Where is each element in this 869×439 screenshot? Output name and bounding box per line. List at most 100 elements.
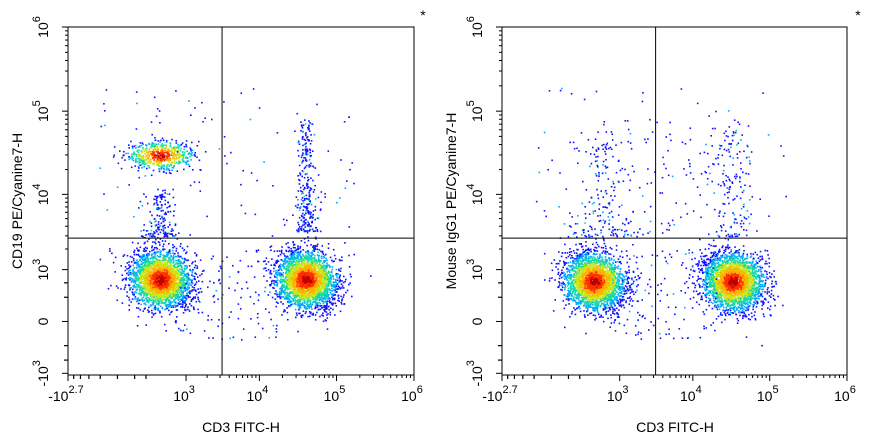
event-dot	[286, 283, 289, 285]
event-dot	[276, 294, 278, 296]
event-dot	[180, 291, 183, 294]
event-dot	[158, 304, 160, 307]
event-dot	[141, 278, 143, 280]
event-dot	[287, 264, 289, 267]
event-dot	[309, 300, 312, 303]
event-dot	[314, 262, 317, 264]
event-dot	[161, 266, 163, 268]
event-dot	[140, 293, 142, 295]
event-dot	[149, 299, 152, 301]
event-dot	[157, 274, 160, 277]
event-dot	[163, 323, 166, 326]
event-dot	[341, 299, 343, 302]
event-dot	[320, 296, 322, 299]
event-dot	[165, 300, 167, 303]
event-dot	[168, 274, 171, 276]
event-dot	[302, 304, 305, 307]
event-dot	[304, 286, 306, 288]
event-dot	[138, 249, 140, 252]
event-dot	[284, 287, 287, 289]
event-dot	[163, 286, 165, 288]
event-dot	[146, 300, 148, 303]
event-dot	[294, 251, 296, 253]
event-dot	[164, 264, 166, 266]
event-dot	[154, 288, 157, 291]
event-dot	[161, 265, 163, 267]
event-dot	[320, 281, 322, 284]
event-dot	[167, 265, 169, 267]
event-dot	[156, 269, 158, 271]
event-dot	[154, 260, 156, 263]
event-dot	[175, 305, 177, 308]
event-dot	[293, 303, 296, 305]
event-dot	[129, 266, 131, 268]
event-dot	[173, 286, 175, 289]
event-dot	[148, 269, 151, 271]
event-dot	[273, 287, 275, 289]
event-dot	[317, 266, 320, 269]
event-dot	[123, 254, 126, 256]
event-dot	[155, 264, 158, 267]
event-dot	[183, 257, 186, 260]
event-dot	[288, 294, 290, 296]
event-dot	[182, 299, 184, 302]
event-dot	[177, 296, 180, 298]
event-dot	[162, 278, 165, 281]
event-dot	[177, 265, 180, 267]
event-dot	[296, 291, 298, 293]
event-dot	[303, 264, 306, 266]
event-dot	[334, 314, 336, 316]
event-dot	[325, 311, 328, 313]
event-dot	[169, 277, 171, 279]
event-dot	[285, 295, 287, 298]
event-dot	[129, 269, 131, 272]
event-dot	[310, 311, 312, 314]
event-dot	[146, 254, 148, 256]
event-dot	[300, 287, 303, 289]
event-dot	[176, 291, 179, 293]
event-dot	[179, 285, 181, 288]
event-dot	[280, 268, 282, 271]
event-dot	[120, 265, 122, 267]
event-dot	[157, 293, 160, 296]
event-dot	[297, 299, 299, 301]
event-dot	[156, 250, 159, 253]
event-dot	[330, 303, 333, 305]
event-dot	[168, 303, 170, 306]
event-dot	[136, 288, 139, 290]
event-dot	[154, 257, 157, 259]
event-dot	[157, 264, 159, 266]
event-dot	[281, 278, 283, 281]
event-dot	[162, 272, 164, 275]
event-dot	[318, 291, 320, 293]
event-dot	[343, 294, 345, 296]
event-dot	[271, 296, 274, 299]
event-dot	[315, 237, 317, 240]
event-dot	[326, 264, 328, 267]
event-dot	[141, 273, 144, 276]
event-dot	[291, 251, 293, 254]
event-dot	[332, 278, 335, 280]
event-dot	[154, 305, 156, 307]
event-dot	[161, 279, 164, 282]
event-dot	[134, 261, 137, 264]
event-dot	[310, 292, 312, 295]
event-dot	[294, 308, 297, 311]
event-dot	[309, 255, 312, 258]
event-dot	[295, 268, 297, 270]
event-dot	[317, 264, 320, 267]
event-dot	[130, 277, 132, 280]
event-dot	[162, 302, 165, 304]
event-dot	[182, 291, 184, 293]
event-dot	[142, 262, 144, 264]
event-dot	[139, 255, 141, 258]
event-dot	[151, 268, 154, 271]
event-dot	[167, 252, 169, 254]
event-dot	[326, 317, 329, 319]
event-dot	[309, 295, 311, 298]
event-dot	[153, 273, 156, 275]
event-dot	[306, 305, 309, 308]
event-dot	[330, 284, 333, 286]
event-dot	[319, 315, 321, 318]
event-dot	[147, 301, 150, 304]
